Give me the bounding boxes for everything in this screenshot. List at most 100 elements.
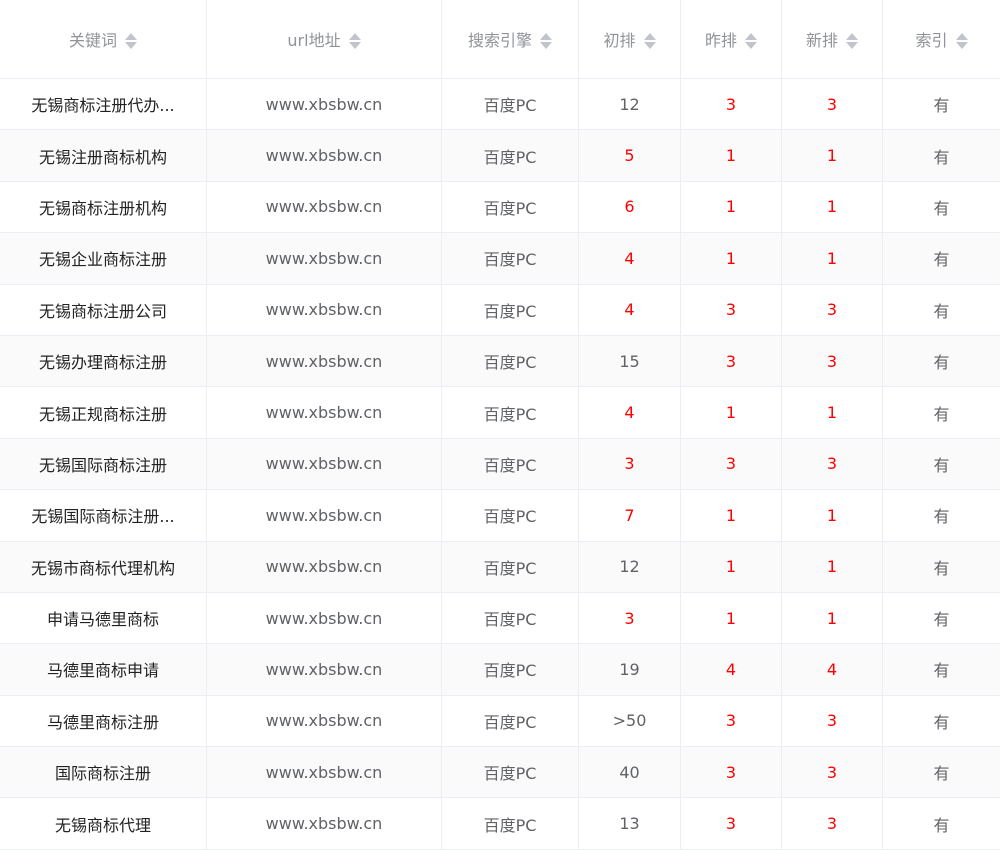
- sort-caret-icon[interactable]: [643, 31, 656, 51]
- new-rank-cell: 3: [781, 694, 883, 748]
- index-cell: 有: [882, 694, 1000, 748]
- url-cell: www.xbsbw.cn: [206, 694, 442, 748]
- column-header-keyword[interactable]: 关键词: [0, 0, 207, 79]
- sort-caret-icon[interactable]: [125, 31, 137, 51]
- yesterday-rank-cell: 1: [680, 232, 782, 285]
- initial-rank-cell: 3: [578, 437, 681, 491]
- index-cell: 有: [882, 386, 1000, 439]
- initial-rank-cell: 15: [578, 334, 681, 388]
- sort-caret-icon[interactable]: [348, 31, 361, 51]
- sort-caret-icon[interactable]: [955, 31, 968, 51]
- keyword-cell: 无锡企业商标注册: [0, 232, 207, 285]
- new-rank-cell: 3: [781, 77, 883, 131]
- column-header-initial-rank[interactable]: 初排: [578, 0, 681, 79]
- column-header-url[interactable]: url地址: [206, 0, 442, 79]
- index-cell: 有: [882, 797, 1000, 850]
- yesterday-rank-cell: 3: [680, 283, 782, 336]
- yesterday-rank-cell: 1: [680, 386, 782, 439]
- column-header-label: 新排: [805, 30, 838, 50]
- table-row: 无锡商标注册公司 www.xbsbw.cn 百度PC 4 3 3 有: [0, 283, 1000, 336]
- column-header-new-rank[interactable]: 新排: [781, 0, 883, 79]
- keyword-cell: 无锡国际商标注册: [0, 437, 207, 491]
- index-cell: 有: [882, 643, 1000, 696]
- sort-caret-icon[interactable]: [540, 31, 552, 51]
- url-cell: www.xbsbw.cn: [206, 591, 442, 645]
- table-row: 无锡国际商标注册... www.xbsbw.cn 百度PC 7 1 1 有: [0, 489, 1000, 542]
- url-cell: www.xbsbw.cn: [206, 180, 442, 234]
- url-cell: www.xbsbw.cn: [206, 386, 442, 439]
- new-rank-cell: 3: [781, 437, 883, 491]
- keyword-cell: 无锡正规商标注册: [0, 386, 207, 439]
- index-cell: 有: [882, 746, 1000, 799]
- keyword-cell: 无锡注册商标机构: [0, 129, 207, 182]
- table-row: 无锡商标代理 www.xbsbw.cn 百度PC 13 3 3 有: [0, 797, 1000, 850]
- url-cell: www.xbsbw.cn: [206, 77, 442, 131]
- index-cell: 有: [882, 77, 1000, 131]
- initial-rank-cell: >50: [578, 694, 681, 748]
- column-header-yesterday-rank[interactable]: 昨排: [680, 0, 782, 79]
- table-row: 无锡办理商标注册 www.xbsbw.cn 百度PC 15 3 3 有: [0, 334, 1000, 388]
- table-row: 无锡市商标代理机构 www.xbsbw.cn 百度PC 12 1 1 有: [0, 540, 1000, 593]
- yesterday-rank-cell: 3: [680, 746, 782, 799]
- table-row: 无锡企业商标注册 www.xbsbw.cn 百度PC 4 1 1 有: [0, 232, 1000, 285]
- index-cell: 有: [882, 489, 1000, 542]
- new-rank-cell: 1: [781, 489, 883, 542]
- column-header-label: 关键词: [68, 30, 117, 50]
- initial-rank-cell: 4: [578, 386, 681, 439]
- index-cell: 有: [882, 232, 1000, 285]
- url-cell: www.xbsbw.cn: [206, 334, 442, 388]
- new-rank-cell: 3: [781, 334, 883, 388]
- yesterday-rank-cell: 4: [680, 643, 782, 696]
- initial-rank-cell: 19: [578, 643, 681, 696]
- engine-cell: 百度PC: [441, 77, 579, 131]
- yesterday-rank-cell: 3: [680, 797, 782, 850]
- initial-rank-cell: 4: [578, 283, 681, 336]
- index-cell: 有: [882, 437, 1000, 491]
- sort-caret-icon[interactable]: [846, 31, 858, 51]
- yesterday-rank-cell: 1: [680, 591, 782, 645]
- table-row: 无锡正规商标注册 www.xbsbw.cn 百度PC 4 1 1 有: [0, 386, 1000, 439]
- table-row: 无锡国际商标注册 www.xbsbw.cn 百度PC 3 3 3 有: [0, 437, 1000, 491]
- initial-rank-cell: 12: [578, 77, 681, 131]
- column-header-label: 搜索引擎: [467, 30, 532, 50]
- url-cell: www.xbsbw.cn: [206, 643, 442, 696]
- index-cell: 有: [882, 591, 1000, 645]
- header-row: 关键词 url地址 搜索引擎 初排 昨排 新排 索引: [0, 0, 1000, 79]
- engine-cell: 百度PC: [441, 540, 579, 593]
- table-row: 无锡商标注册机构 www.xbsbw.cn 百度PC 6 1 1 有: [0, 180, 1000, 234]
- initial-rank-cell: 13: [578, 797, 681, 850]
- keyword-cell: 无锡国际商标注册...: [0, 489, 207, 542]
- index-cell: 有: [882, 540, 1000, 593]
- keyword-cell: 马德里商标注册: [0, 694, 207, 748]
- keyword-cell: 无锡办理商标注册: [0, 334, 207, 388]
- keyword-cell: 国际商标注册: [0, 746, 207, 799]
- table-row: 申请马德里商标 www.xbsbw.cn 百度PC 3 1 1 有: [0, 591, 1000, 645]
- keyword-cell: 无锡商标注册公司: [0, 283, 207, 336]
- new-rank-cell: 1: [781, 129, 883, 182]
- keyword-cell: 无锡商标代理: [0, 797, 207, 850]
- column-header-engine[interactable]: 搜索引擎: [441, 0, 579, 79]
- new-rank-cell: 1: [781, 540, 883, 593]
- yesterday-rank-cell: 3: [680, 77, 782, 131]
- initial-rank-cell: 40: [578, 746, 681, 799]
- engine-cell: 百度PC: [441, 591, 579, 645]
- new-rank-cell: 1: [781, 180, 883, 234]
- initial-rank-cell: 12: [578, 540, 681, 593]
- sort-caret-icon[interactable]: [745, 31, 757, 51]
- table-row: 马德里商标注册 www.xbsbw.cn 百度PC >50 3 3 有: [0, 694, 1000, 748]
- table-row: 无锡注册商标机构 www.xbsbw.cn 百度PC 5 1 1 有: [0, 129, 1000, 182]
- engine-cell: 百度PC: [441, 643, 579, 696]
- keyword-cell: 无锡商标注册机构: [0, 180, 207, 234]
- yesterday-rank-cell: 1: [680, 489, 782, 542]
- url-cell: www.xbsbw.cn: [206, 540, 442, 593]
- index-cell: 有: [882, 180, 1000, 234]
- keyword-cell: 无锡市商标代理机构: [0, 540, 207, 593]
- column-header-index[interactable]: 索引: [882, 0, 1000, 79]
- column-header-label: 初排: [603, 30, 636, 50]
- column-header-label: 索引: [915, 30, 948, 50]
- index-cell: 有: [882, 334, 1000, 388]
- column-header-label: 昨排: [704, 30, 737, 50]
- yesterday-rank-cell: 1: [680, 129, 782, 182]
- yesterday-rank-cell: 3: [680, 694, 782, 748]
